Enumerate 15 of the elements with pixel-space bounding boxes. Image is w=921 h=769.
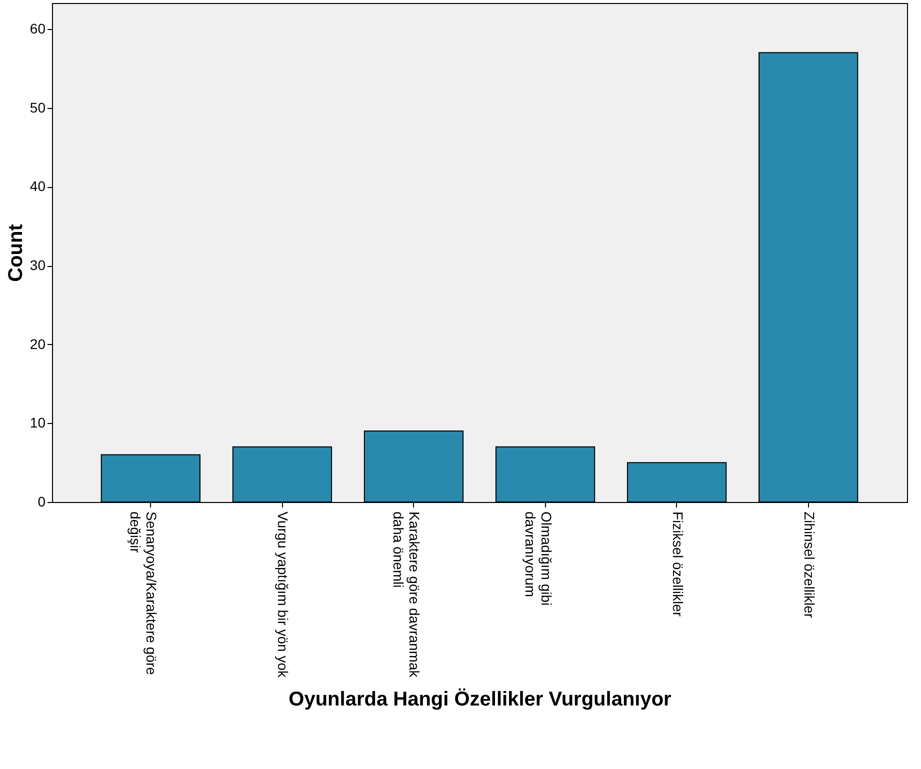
x-axis-title: Oyunlarda Hangi Özellikler Vurgulanıyor	[288, 688, 672, 711]
x-tick-label: Zihinsel özellikler	[801, 512, 818, 618]
y-tick-label: 0	[38, 494, 46, 510]
y-tick-label: 10	[30, 414, 46, 431]
y-axis-title: Count	[4, 224, 27, 282]
x-tick-label: Vurgu yaptığım bir yön yok	[275, 512, 292, 679]
y-tick-label: 20	[30, 336, 46, 352]
x-tick-label: Senaryoya/Karaktere göre değişir	[128, 512, 160, 676]
x-tick-label: Karaktere göre davranmak daha önemli	[390, 512, 423, 678]
x-tick-label: Fiziksel özellikler	[670, 512, 686, 617]
y-tick-label: 50	[30, 99, 46, 116]
y-tick-label: 60	[30, 20, 46, 37]
y-tick-label: 40	[30, 178, 46, 194]
x-tick-label: Olmadığım gibi davranıyorum	[522, 512, 554, 606]
y-tick-label: 30	[30, 257, 46, 274]
